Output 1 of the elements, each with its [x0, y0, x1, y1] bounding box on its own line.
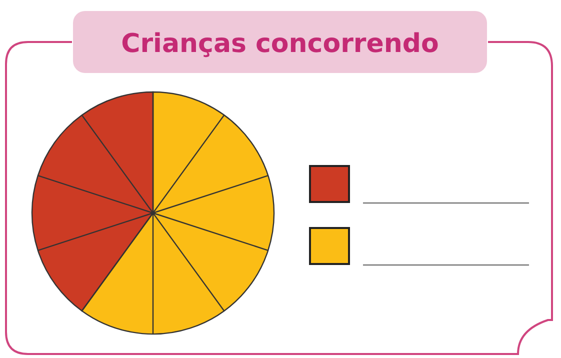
chart-title: Crianças concorrendo — [121, 29, 439, 59]
